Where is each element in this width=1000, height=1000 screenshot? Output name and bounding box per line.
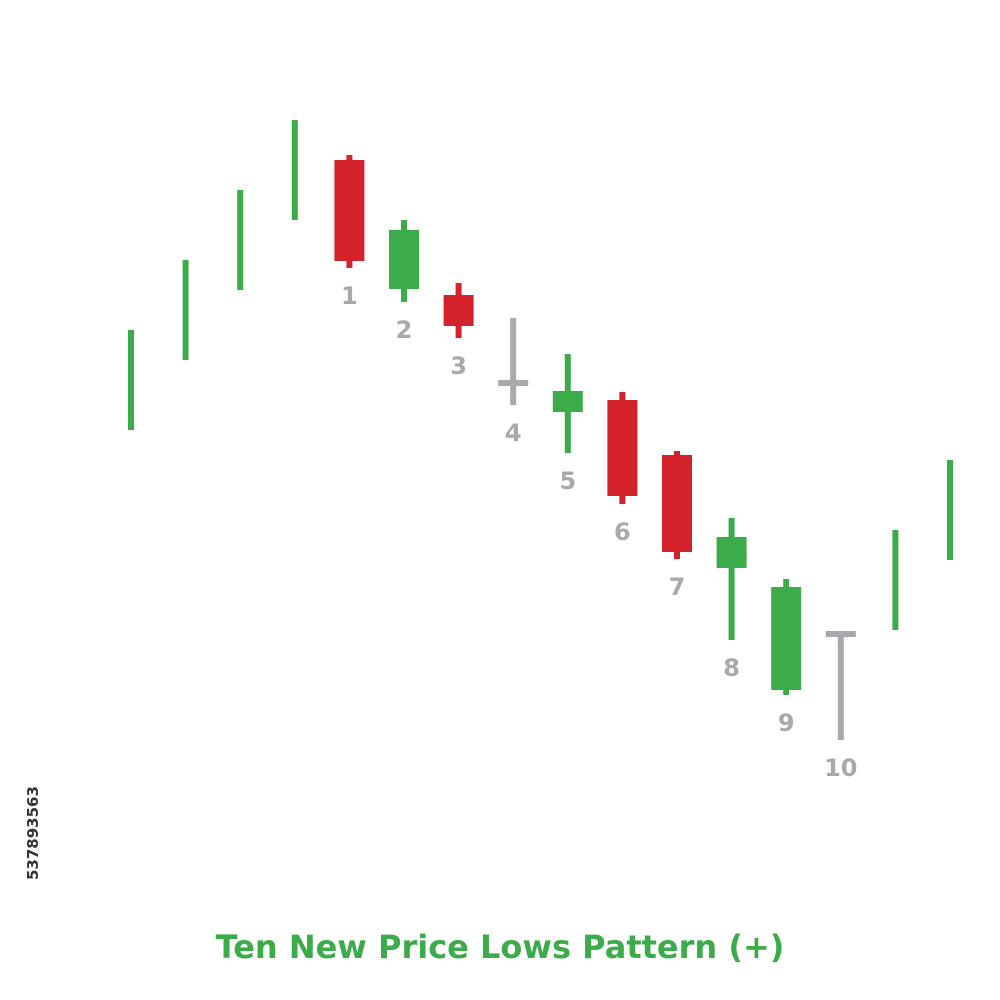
candle-body-7 [662, 455, 692, 552]
candle-label-6: 6 [614, 518, 631, 546]
trend-bar-0 [128, 330, 134, 430]
candle-label-5: 5 [559, 467, 576, 495]
candle-label-10: 10 [824, 754, 857, 782]
candle-label-4: 4 [505, 419, 522, 447]
trend-bar-14 [892, 530, 899, 630]
candle-label-9: 9 [778, 709, 795, 737]
candle-tick-4 [498, 380, 529, 386]
candle-label-3: 3 [450, 352, 467, 380]
candle-body-2 [389, 230, 419, 289]
candle-wick-10 [837, 634, 844, 740]
candle-wick-8 [728, 518, 735, 640]
trend-bar-3 [291, 120, 298, 220]
candle-tick-10 [825, 631, 856, 637]
candle-body-9 [771, 587, 802, 690]
candle-body-6 [607, 400, 638, 496]
chart-title: Ten New Price Lows Pattern (+) [215, 928, 785, 966]
candle-body-3 [443, 295, 474, 326]
stock-image-id-text: 537893563 [24, 786, 42, 880]
candle-label-8: 8 [723, 654, 740, 682]
candle-label-1: 1 [341, 282, 358, 310]
candle-body-5 [552, 391, 583, 412]
candle-wick-4 [510, 318, 517, 405]
trend-bar-1 [182, 260, 189, 360]
candle-body-8 [716, 537, 747, 568]
candle-body-1 [334, 160, 365, 261]
trend-bar-2 [237, 190, 244, 290]
trend-bar-15 [947, 460, 953, 560]
candle-label-7: 7 [669, 573, 686, 601]
candle-label-2: 2 [396, 316, 413, 344]
